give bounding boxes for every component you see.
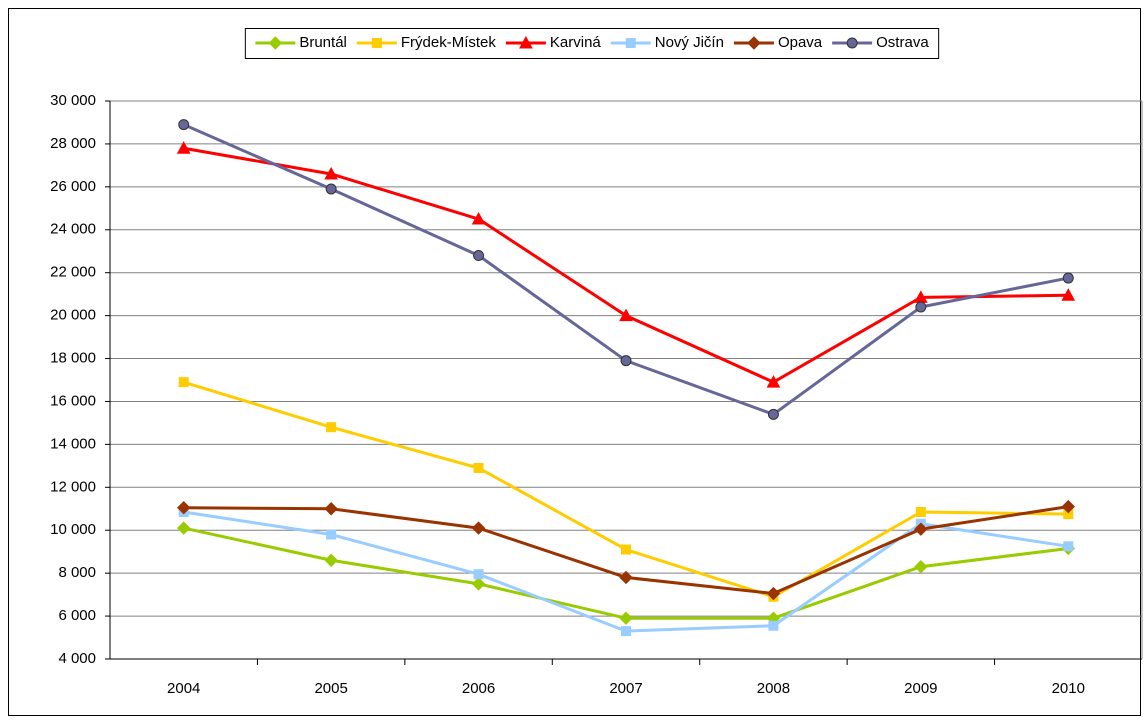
marker (914, 522, 928, 536)
y-tick-label: 6 000 (58, 607, 96, 624)
y-tick-label: 18 000 (50, 350, 96, 367)
marker (1061, 499, 1075, 514)
x-tick-label: 2006 (462, 680, 495, 697)
x-tick-label: 2008 (757, 680, 790, 697)
marker (621, 626, 631, 637)
y-tick-label: 10 000 (50, 521, 96, 538)
marker (767, 408, 779, 420)
y-tick-label: 20 000 (50, 307, 96, 324)
y-tick-label: 12 000 (50, 478, 96, 495)
marker (177, 521, 191, 535)
x-tick-label: 2010 (1052, 680, 1085, 697)
marker (766, 586, 781, 601)
x-tick-label: 2004 (167, 680, 200, 697)
marker (1063, 541, 1074, 552)
marker (915, 301, 927, 313)
marker (268, 36, 283, 50)
y-tick-label: 22 000 (50, 264, 96, 281)
marker (768, 620, 779, 631)
marker (324, 553, 338, 567)
legend-item: Bruntál (255, 34, 347, 51)
marker (325, 183, 337, 195)
marker (326, 529, 337, 540)
marker (326, 422, 337, 433)
legend-item: Nový Jičín (610, 34, 724, 51)
y-tick-label: 28 000 (50, 135, 96, 152)
legend-label: Ostrava (876, 34, 929, 51)
legend-label: Frýdek-Místek (401, 34, 497, 51)
marker (620, 355, 632, 367)
marker (471, 211, 486, 225)
x-tick-label: 2009 (904, 680, 937, 697)
marker (473, 569, 484, 580)
marker (625, 38, 636, 48)
y-tick-label: 24 000 (50, 221, 96, 238)
x-tick-label: 2007 (609, 680, 642, 697)
marker (619, 570, 633, 585)
marker (747, 36, 761, 50)
marker (471, 521, 486, 535)
y-tick-label: 8 000 (58, 564, 96, 581)
marker (178, 119, 190, 131)
marker (471, 577, 486, 591)
y-tick-label: 4 000 (58, 650, 96, 667)
marker (371, 38, 382, 48)
legend-item: Ostrava (832, 34, 929, 51)
marker (1062, 272, 1074, 284)
legend-label: Karviná (550, 34, 602, 51)
marker (324, 502, 338, 516)
legend-item: Frýdek-Místek (356, 34, 497, 51)
marker (619, 308, 633, 322)
x-tick-label: 2005 (314, 680, 347, 697)
marker (766, 375, 781, 388)
legend-item: Opava (733, 34, 823, 51)
marker (473, 462, 484, 473)
marker (619, 611, 633, 625)
marker (519, 35, 533, 49)
marker (1061, 288, 1076, 301)
legend-label: Bruntál (299, 34, 347, 51)
marker (324, 166, 338, 180)
legend: Bruntál Frýdek-Místek Karviná Nový Jičín Opa… (244, 28, 940, 59)
y-tick-label: 26 000 (50, 178, 96, 195)
y-tick-label: 30 000 (50, 92, 96, 109)
legend-label: Opava (778, 34, 823, 51)
marker (915, 506, 926, 517)
chart-frame (8, 8, 1141, 716)
marker (621, 544, 631, 555)
marker (473, 250, 485, 262)
marker (914, 560, 928, 574)
legend-item: Karviná (505, 34, 602, 51)
y-tick-label: 16 000 (50, 392, 96, 409)
marker (176, 141, 191, 154)
marker (846, 37, 858, 49)
marker (178, 377, 189, 388)
y-tick-label: 14 000 (50, 435, 96, 452)
marker (177, 500, 191, 515)
legend-label: Nový Jičín (655, 34, 724, 51)
